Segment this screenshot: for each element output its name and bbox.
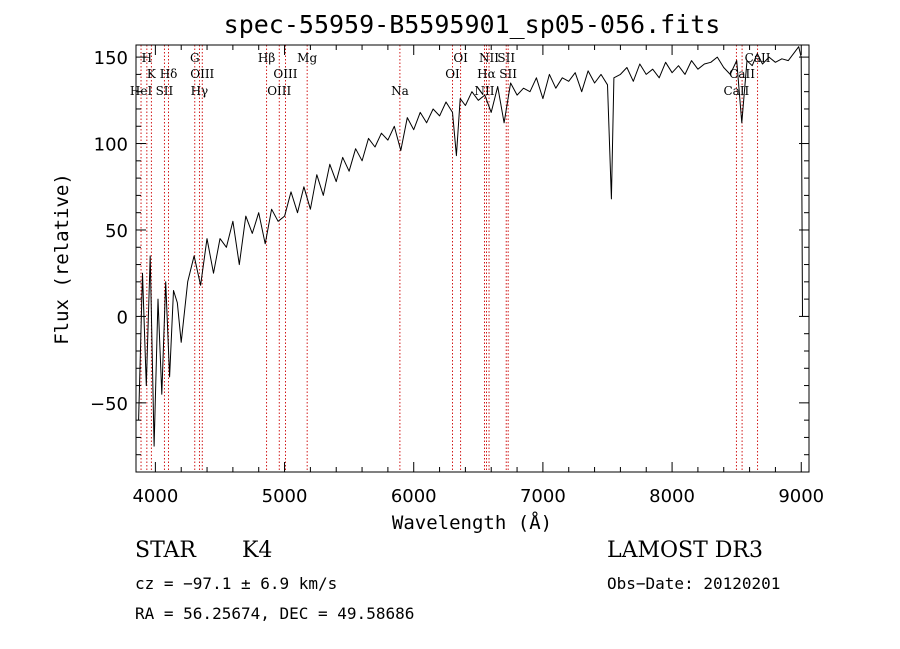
x-axis-label: Wavelength (Å) xyxy=(392,511,552,534)
y-axis-label: Flux (relative) xyxy=(51,173,73,345)
line-label: CaII xyxy=(729,67,755,81)
line-label: Hβ xyxy=(258,51,275,65)
line-label: CaII xyxy=(745,51,771,65)
object-subclass: K4 xyxy=(242,538,273,563)
x-tick-label: 6000 xyxy=(391,486,437,507)
line-label: SII xyxy=(497,51,515,65)
line-label: OIII xyxy=(273,67,297,81)
x-tick-label: 4000 xyxy=(132,486,178,507)
survey-name: LAMOST DR3 xyxy=(607,538,763,563)
line-marks-layer xyxy=(140,45,759,472)
line-label: Hγ xyxy=(191,84,209,98)
line-label: SII xyxy=(499,67,517,81)
line-label: HeI xyxy=(130,84,153,98)
x-tick-label: 9000 xyxy=(778,486,824,507)
x-tick-label: 7000 xyxy=(520,486,566,507)
series-line-flux xyxy=(138,46,803,447)
line-label: NII xyxy=(475,84,495,98)
line-label: CaII xyxy=(723,84,749,98)
line-label: Mg xyxy=(297,51,317,65)
line-label: OIII xyxy=(267,84,291,98)
chart-title: spec-55959-B5595901_sp05-056.fits xyxy=(224,10,721,39)
line-label: OIII xyxy=(190,67,214,81)
x-tick-label: 5000 xyxy=(262,486,308,507)
y-tick-label: 0 xyxy=(117,307,128,328)
line-label: K xyxy=(147,67,157,81)
x-tick-label: 8000 xyxy=(649,486,695,507)
line-label: Hδ xyxy=(160,67,178,81)
line-label: OI xyxy=(453,51,468,65)
plot-frame xyxy=(135,44,810,473)
line-label: Hα xyxy=(477,67,496,81)
y-tick-label: 50 xyxy=(105,221,128,242)
line-label: NII xyxy=(479,51,499,65)
ticks-layer: 4000 5000 6000 7000 8000 9000 −50 0 50 100 150 xyxy=(90,45,824,507)
line-label: G xyxy=(190,51,200,65)
y-tick-label: 100 xyxy=(94,135,128,156)
redshift-cz: cz = −97.1 ± 6.9 km/s xyxy=(135,574,338,593)
y-tick-label: 150 xyxy=(94,48,128,69)
line-label: OI xyxy=(445,67,460,81)
ra-dec: RA = 56.25674, DEC = 49.58686 xyxy=(135,604,415,623)
object-class: STAR xyxy=(135,538,196,563)
series-layer xyxy=(138,46,803,447)
line-label: H xyxy=(142,51,152,65)
line-label: SII xyxy=(156,84,174,98)
y-tick-label: −50 xyxy=(90,394,128,415)
line-label: Na xyxy=(391,84,409,98)
observation-date: Obs−Date: 20120201 xyxy=(607,574,781,593)
